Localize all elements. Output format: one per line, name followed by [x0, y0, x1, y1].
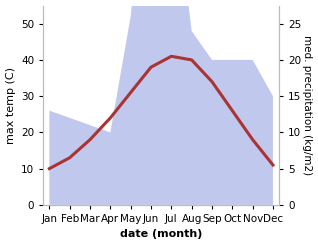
- Y-axis label: max temp (C): max temp (C): [5, 67, 16, 144]
- Y-axis label: med. precipitation (kg/m2): med. precipitation (kg/m2): [302, 35, 313, 175]
- X-axis label: date (month): date (month): [120, 230, 202, 239]
